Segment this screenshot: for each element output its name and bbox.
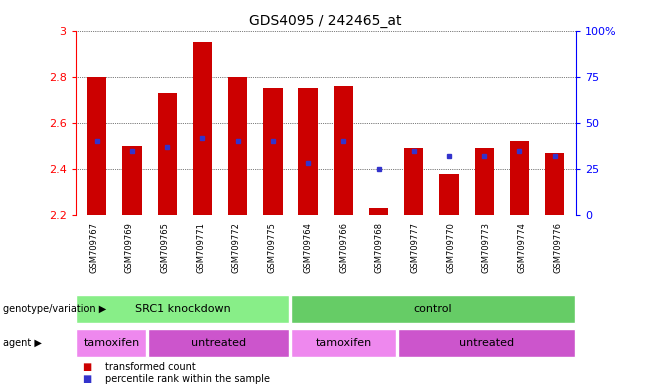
Bar xyxy=(545,153,565,215)
Text: tamoxifen: tamoxifen xyxy=(84,338,139,348)
Text: untreated: untreated xyxy=(459,338,514,348)
Text: percentile rank within the sample: percentile rank within the sample xyxy=(105,374,270,384)
Text: GSM709765: GSM709765 xyxy=(161,222,170,273)
Text: control: control xyxy=(414,304,452,314)
Bar xyxy=(334,86,353,215)
Text: agent ▶: agent ▶ xyxy=(3,338,42,348)
Text: GSM709776: GSM709776 xyxy=(553,222,563,273)
Bar xyxy=(510,141,529,215)
Bar xyxy=(291,295,575,323)
Bar xyxy=(122,146,141,215)
Bar xyxy=(76,295,290,323)
Text: GSM709766: GSM709766 xyxy=(339,222,348,273)
Bar xyxy=(193,42,212,215)
Text: GSM709764: GSM709764 xyxy=(303,222,313,273)
Text: GSM709769: GSM709769 xyxy=(125,222,134,273)
Text: tamoxifen: tamoxifen xyxy=(315,338,372,348)
Bar xyxy=(299,88,318,215)
Bar xyxy=(404,148,424,215)
Title: GDS4095 / 242465_at: GDS4095 / 242465_at xyxy=(249,14,402,28)
Text: untreated: untreated xyxy=(191,338,246,348)
Text: GSM709775: GSM709775 xyxy=(268,222,276,273)
Text: transformed count: transformed count xyxy=(105,362,196,372)
Text: GSM709771: GSM709771 xyxy=(196,222,205,273)
Text: GSM709773: GSM709773 xyxy=(482,222,491,273)
Bar xyxy=(148,329,290,358)
Text: ■: ■ xyxy=(82,362,91,372)
Text: genotype/variation ▶: genotype/variation ▶ xyxy=(3,304,107,314)
Text: GSM709772: GSM709772 xyxy=(232,222,241,273)
Bar xyxy=(87,77,107,215)
Bar xyxy=(228,77,247,215)
Text: ■: ■ xyxy=(82,374,91,384)
Text: GSM709777: GSM709777 xyxy=(411,222,420,273)
Bar xyxy=(440,174,459,215)
Bar xyxy=(398,329,575,358)
Bar xyxy=(263,88,282,215)
Text: GSM709768: GSM709768 xyxy=(375,222,384,273)
Bar xyxy=(291,329,396,358)
Text: GSM709770: GSM709770 xyxy=(446,222,455,273)
Bar xyxy=(474,148,494,215)
Text: SRC1 knockdown: SRC1 knockdown xyxy=(135,304,231,314)
Text: GSM709767: GSM709767 xyxy=(89,222,98,273)
Bar xyxy=(76,329,146,358)
Bar xyxy=(369,208,388,215)
Bar xyxy=(157,93,177,215)
Text: GSM709774: GSM709774 xyxy=(518,222,526,273)
